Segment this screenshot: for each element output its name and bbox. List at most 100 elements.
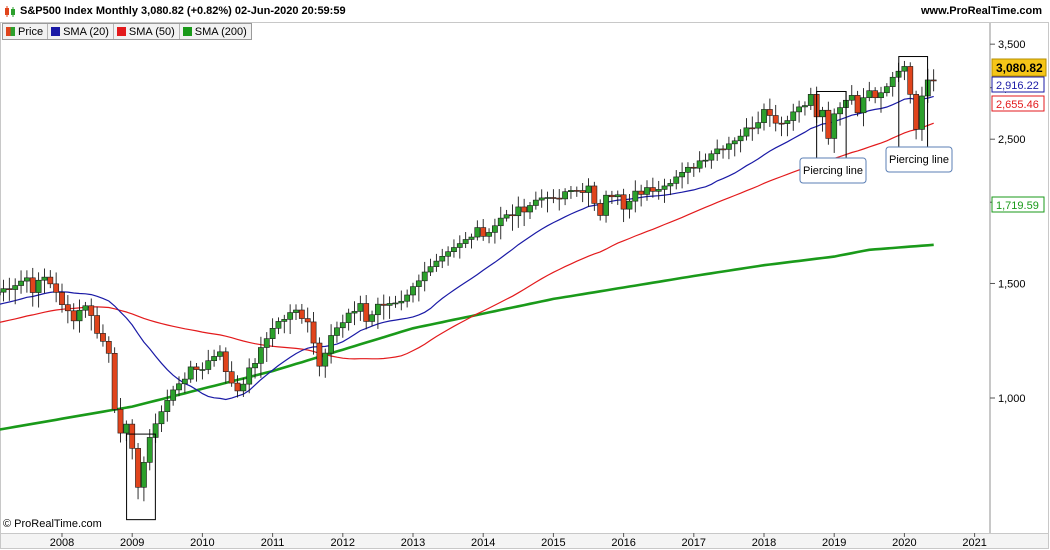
candle-body [772, 115, 779, 124]
x-axis-panel [0, 533, 1049, 549]
candle-body [655, 189, 662, 192]
candle [509, 204, 516, 231]
candle-body [714, 148, 721, 155]
candle-body [433, 260, 440, 267]
candle-body [298, 309, 305, 319]
candle-body [59, 292, 65, 305]
candle [521, 198, 528, 227]
candle [696, 151, 703, 173]
candle [568, 186, 574, 199]
annotation-label: Piercing line [889, 154, 949, 166]
x-tick-label: 2015 [541, 537, 565, 549]
candle-body [766, 109, 773, 116]
candle-body [872, 90, 879, 99]
site-link[interactable]: www.ProRealTime.com [920, 5, 1042, 17]
candle [802, 101, 808, 116]
candle [23, 270, 30, 293]
candle-body [486, 232, 492, 237]
candle [872, 87, 879, 104]
x-tick-label: 2009 [120, 537, 144, 549]
candle-body [907, 66, 914, 95]
candle-body [82, 305, 89, 311]
price-label-text: 2,655.46 [996, 99, 1039, 111]
candle [474, 220, 481, 241]
candle [755, 111, 762, 135]
candle [632, 180, 639, 213]
candle-body [18, 280, 24, 286]
candle [468, 233, 475, 249]
candle-body [819, 109, 826, 118]
candle [64, 295, 71, 324]
candle [53, 272, 60, 303]
candle [205, 349, 212, 375]
candle-body [679, 172, 685, 178]
x-tick-label: 2018 [752, 537, 776, 549]
candle [345, 308, 352, 331]
chart-header: S&P500 Index Monthly 3,080.82 (+0.82%) 0… [0, 0, 1050, 22]
candle [749, 116, 756, 141]
candle [860, 88, 867, 127]
candle-body [731, 140, 738, 145]
candle [181, 372, 188, 394]
candle-body [608, 194, 615, 198]
candle [357, 295, 364, 321]
candle [246, 358, 253, 394]
candle-body [386, 303, 393, 306]
candle [667, 179, 674, 196]
candle [211, 349, 217, 367]
price-label-box [991, 196, 1045, 213]
candle-body [515, 206, 522, 217]
price-label-text: 1,719.59 [996, 200, 1039, 212]
candle-body [240, 383, 247, 392]
copyright-text: © ProRealTime.com [3, 518, 102, 530]
candle [374, 297, 381, 329]
indicator-legend: Price SMA (20) SMA (50) SMA (200) [2, 23, 252, 40]
candle [644, 180, 650, 201]
price-label-box [991, 76, 1045, 93]
candle-body [626, 200, 633, 210]
candle-body [111, 352, 118, 410]
candle [486, 228, 492, 244]
candle-body [12, 285, 19, 290]
candle-body [556, 197, 563, 200]
candle [427, 258, 434, 277]
x-tick-label: 2019 [822, 537, 846, 549]
candle-body [568, 190, 574, 192]
candle-body [35, 279, 42, 293]
candle-body [439, 255, 446, 262]
legend-item-sma50[interactable]: SMA (50) [114, 24, 180, 39]
candle [363, 295, 370, 330]
y-tick-label: 2,500 [998, 134, 1026, 146]
candle [322, 348, 329, 378]
candle [532, 191, 539, 210]
candle-body [427, 266, 434, 273]
legend-item-sma200[interactable]: SMA (200) [180, 24, 251, 39]
candle [193, 363, 200, 382]
candle-body [170, 389, 177, 401]
candle-body [228, 371, 235, 384]
legend-label-sma20: SMA (20) [63, 25, 109, 38]
candle [573, 186, 580, 197]
candle-body [532, 199, 539, 206]
candle [585, 178, 592, 207]
candle-body [252, 363, 258, 369]
sma200-line [0, 243, 934, 431]
candle [708, 150, 715, 169]
candle [655, 180, 662, 200]
candle [919, 86, 925, 141]
candle-body [544, 197, 551, 199]
candle [228, 361, 235, 387]
candle [883, 83, 890, 97]
candle-body [696, 160, 703, 169]
candle [82, 301, 89, 318]
candle [293, 304, 299, 321]
sma20-layer [0, 95, 934, 401]
candle-body [620, 194, 627, 210]
candle [562, 188, 568, 206]
candle-body [807, 94, 814, 106]
legend-item-sma20[interactable]: SMA (20) [48, 24, 114, 39]
x-tick-label: 2010 [190, 537, 214, 549]
candle [725, 136, 732, 160]
legend-item-price[interactable]: Price [3, 24, 49, 39]
